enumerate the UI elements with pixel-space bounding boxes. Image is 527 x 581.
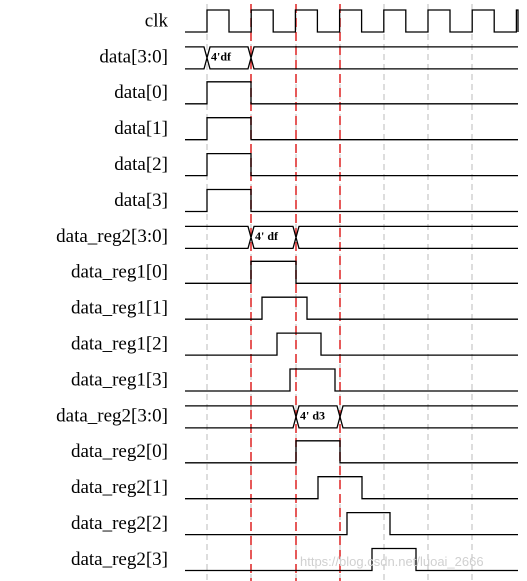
- signal-wave: [185, 368, 518, 392]
- signal-label: data[2]: [114, 154, 168, 175]
- signal-label: data_reg1[1]: [71, 298, 168, 319]
- signal-wave: [185, 332, 518, 356]
- signal-label: data_reg1[3]: [71, 369, 168, 390]
- signal-wave: [185, 260, 518, 284]
- bus-wave: [185, 405, 518, 429]
- signal-label: data_reg1[0]: [71, 262, 168, 283]
- signal-wave: [185, 117, 518, 141]
- signal-label: data_reg2[3]: [71, 549, 168, 570]
- bus-value: 4' df: [255, 229, 279, 243]
- bus-value: 4'df: [211, 50, 232, 64]
- signal-wave: [185, 476, 518, 500]
- waveforms: [185, 9, 519, 572]
- watermark: https://blog.csdn.net/luoai_2666: [300, 554, 484, 569]
- signal-wave: [185, 296, 518, 320]
- signal-label: clk: [145, 10, 169, 31]
- signal-label: data_reg2[1]: [71, 477, 168, 498]
- signal-label: data_reg2[0]: [71, 441, 168, 462]
- signal-wave: [185, 511, 518, 536]
- signal-label: data[3:0]: [99, 46, 168, 67]
- signal-wave: [185, 152, 518, 177]
- signal-label: data_reg2[2]: [71, 513, 168, 534]
- signal-wave: [185, 188, 518, 213]
- clock-wave: [185, 9, 519, 33]
- bus-wave: [185, 225, 518, 250]
- signal-wave: [185, 440, 518, 464]
- bus-value: 4' d3: [300, 409, 325, 423]
- guides: [206, 4, 473, 581]
- bus-wave: [185, 46, 518, 70]
- signal-wave: [185, 547, 518, 572]
- signal-wave: [185, 81, 518, 105]
- signal-label: data_reg2[3:0]: [56, 405, 168, 426]
- signal-label: data_reg1[2]: [71, 333, 168, 354]
- signal-label: data[0]: [114, 82, 168, 103]
- signal-label: data[1]: [114, 118, 168, 139]
- signal-label: data_reg2[3:0]: [56, 226, 168, 247]
- signal-label: data[3]: [114, 190, 168, 211]
